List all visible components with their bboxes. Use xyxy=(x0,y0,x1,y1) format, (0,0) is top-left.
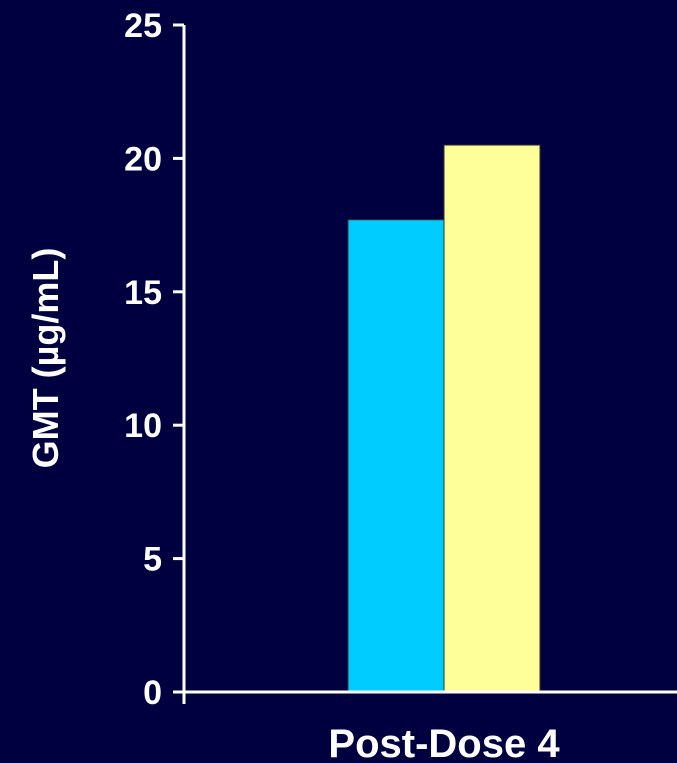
y-axis: 0 5 10 15 20 25 xyxy=(124,7,186,712)
y-tick-label: 20 xyxy=(124,140,162,178)
bar-series-2 xyxy=(443,144,541,693)
x-axis: Post-Dose 4 xyxy=(182,690,677,763)
y-tick-label: 25 xyxy=(124,7,162,45)
y-tick-label: 15 xyxy=(124,274,162,312)
bars xyxy=(347,144,541,693)
x-tick-label: Post-Dose 4 xyxy=(328,722,560,763)
bar-series-1 xyxy=(347,219,445,693)
y-axis-label: GMT (µg/mL) xyxy=(25,248,66,469)
y-tick-label: 10 xyxy=(124,407,162,445)
y-tick-label: 0 xyxy=(143,674,162,712)
y-tick-label: 5 xyxy=(143,541,162,579)
